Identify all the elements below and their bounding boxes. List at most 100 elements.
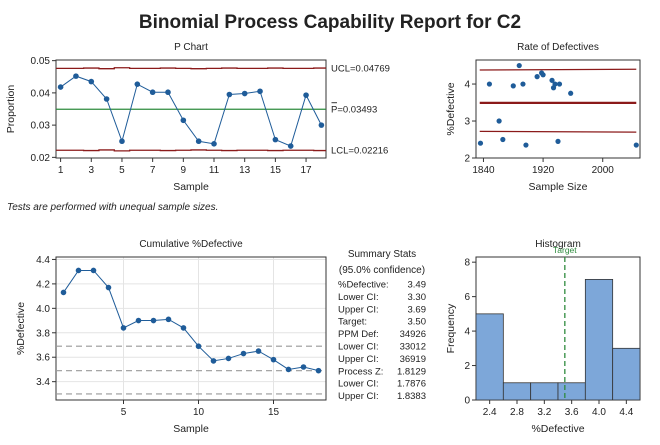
rate-chart-plot-frame — [475, 59, 641, 159]
histogram-bar — [502, 382, 532, 401]
rate-chart-point — [555, 138, 561, 144]
rate-chart-point — [523, 142, 529, 148]
rate-chart-point — [520, 81, 526, 87]
summary-stats-panel: Summary Stats (95.0% confidence) %Defect… — [338, 249, 426, 402]
rate-chart-point — [633, 142, 639, 148]
histogram-bar — [475, 313, 504, 401]
cumulative-chart-point — [240, 350, 247, 357]
summary-stat-value: 33012 — [400, 342, 426, 353]
cumulative-chart-point — [75, 267, 82, 274]
p-chart-lcl-label: LCL=0.02216 — [331, 145, 388, 156]
p-chart-point — [287, 143, 294, 149]
p-chart-point — [195, 138, 202, 145]
rate-chart-point — [534, 74, 540, 80]
cumulative-chart-point — [165, 316, 172, 323]
p-chart-x-tick-label: 13 — [239, 165, 251, 176]
p-chart-x-tick-label: 3 — [89, 165, 95, 176]
cumulative-chart-point — [105, 284, 112, 291]
histogram-bar — [530, 382, 559, 401]
histogram-x-tick-label: 4.0 — [592, 407, 606, 418]
cumulative-chart-point — [120, 325, 127, 331]
p-chart-point — [103, 96, 110, 102]
summary-stat-label: Target: — [338, 317, 367, 328]
cumulative-chart-y-tick-label: 4.4 — [36, 255, 50, 266]
summary-stat-value: 1.8383 — [397, 391, 426, 402]
p-chart-point — [88, 78, 95, 85]
p-chart-y-tick-label: 0.05 — [31, 56, 51, 67]
cumulative-chart-x-axis-label: Sample — [173, 423, 209, 435]
cumulative-chart-point — [255, 348, 262, 354]
summary-stat-label: Upper CI: — [338, 354, 379, 365]
histogram-title: Histogram — [535, 239, 581, 250]
histogram-bar — [584, 278, 614, 401]
cumulative-chart-plot-frame — [55, 256, 327, 401]
cumulative-chart-point — [285, 366, 292, 373]
rate-of-defectives-panel: 1840 1920 2000 2 3 4 Rate of Defectives Sample … — [445, 42, 641, 193]
rate-chart-x-axis-label: Sample Size — [529, 181, 588, 193]
histogram-y-tick-label: 4 — [464, 327, 470, 338]
p-chart-point — [149, 89, 156, 96]
rate-chart-y-axis-label: %Defective — [445, 82, 457, 135]
cumulative-chart-point — [270, 356, 277, 363]
cumulative-chart-y-tick-label: 4.0 — [36, 304, 50, 315]
p-chart-point — [303, 92, 309, 98]
summary-stat-label: Upper CI: — [338, 391, 379, 402]
histogram-y-tick-label: 2 — [464, 361, 470, 372]
histogram-x-axis-label: %Defective — [531, 423, 584, 435]
rate-chart-point — [568, 90, 574, 96]
rate-chart-y-tick-label: 4 — [464, 80, 470, 91]
histogram-bar — [557, 382, 586, 401]
histogram-y-tick-label: 0 — [464, 396, 470, 407]
p-chart-point — [57, 84, 64, 90]
cumulative-chart-x-tick-label: 10 — [193, 407, 205, 418]
cumulative-chart-point — [180, 325, 187, 331]
rate-chart-x-tick-label: 2000 — [592, 165, 615, 176]
summary-stat-label: PPM Def: — [338, 329, 379, 340]
cumulative-chart-point — [60, 289, 67, 296]
p-chart-x-axis-label: Sample — [173, 181, 209, 193]
rate-chart-point — [500, 136, 506, 143]
p-chart-point — [272, 136, 279, 143]
rate-chart-lcl-line — [479, 130, 637, 133]
histogram-y-tick-label: 8 — [464, 258, 470, 269]
summary-stat-value: 3.69 — [408, 304, 427, 315]
histogram-y-tick-label: 6 — [464, 292, 470, 303]
p-chart-point — [226, 91, 233, 98]
cumulative-chart-x-tick-label: 5 — [121, 407, 127, 418]
summary-stat-label: Lower CI: — [338, 379, 379, 390]
p-chart-x-tick-label: 5 — [119, 165, 125, 176]
p-chart-x-tick-label: 15 — [270, 165, 282, 176]
cumulative-chart-point — [135, 317, 142, 324]
summary-stat-value: 3.49 — [408, 280, 427, 291]
rate-chart-y-tick-label: 2 — [464, 154, 470, 165]
p-chart-point — [134, 81, 141, 87]
summary-stats-title: Summary Stats — [348, 249, 416, 260]
p-chart-point — [211, 141, 217, 147]
cumulative-chart-point — [90, 267, 97, 274]
p-chart-point — [119, 138, 125, 145]
cumulative-chart-point — [195, 343, 202, 350]
summary-stat-value: 3.30 — [408, 292, 427, 303]
histogram-x-tick-label: 4.4 — [619, 407, 633, 418]
p-chart-center-label: P=0.03493 — [331, 105, 377, 116]
summary-stat-value: 3.50 — [408, 317, 427, 328]
p-chart-ucl-label: UCL=0.04769 — [331, 63, 390, 74]
summary-stat-label: Lower CI: — [338, 342, 379, 353]
p-chart-x-tick-label: 9 — [181, 165, 187, 176]
histogram-x-tick-label: 2.8 — [510, 407, 524, 418]
p-chart-x-tick-label: 11 — [209, 165, 220, 176]
p-chart-point — [73, 73, 79, 79]
p-chart-series-line — [60, 75, 322, 147]
cumulative-chart-point — [225, 355, 232, 362]
summary-stat-label: Process Z: — [338, 366, 383, 377]
p-chart-panel: 1 3 5 7 9 11 13 15 170.020.030.040.05P ChartSamp… — [5, 42, 390, 193]
report-title: Binomial Process Capability Report for C… — [139, 12, 521, 33]
rate-chart-x-tick-label: 1840 — [472, 165, 495, 176]
cumulative-chart-series-line — [63, 269, 319, 372]
summary-stat-label: Lower CI: — [338, 292, 379, 303]
summary-stats-subtitle: (95.0% confidence) — [339, 265, 425, 276]
histogram-x-tick-label: 2.4 — [483, 407, 497, 418]
p-chart-y-tick-label: 0.02 — [31, 153, 51, 164]
summary-stat-label: %Defective: — [338, 280, 389, 291]
p-chart-point — [165, 89, 171, 96]
